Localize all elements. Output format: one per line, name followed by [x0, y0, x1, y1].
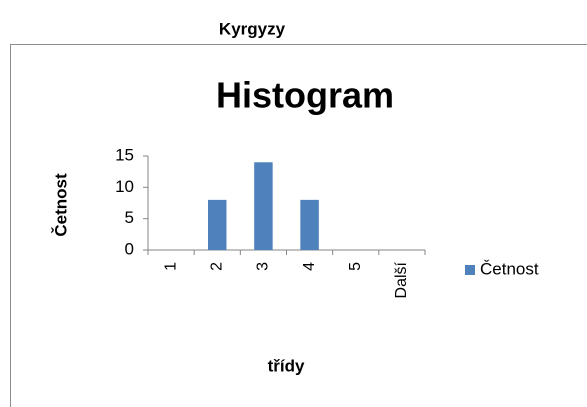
y-axis-label: Četnost: [51, 173, 70, 237]
x-tick-label: 2: [208, 262, 225, 271]
y-tick-label: 10: [115, 177, 134, 196]
y-tick-label: 0: [125, 239, 134, 258]
legend-swatch: [465, 265, 475, 275]
chart-frame: [10, 44, 587, 407]
y-tick-label: 5: [125, 208, 134, 227]
x-axis-label: třídy: [268, 356, 305, 375]
x-tick-label: 3: [255, 262, 272, 271]
x-tick-label: Další: [393, 261, 410, 298]
chart-title: Histogram: [216, 75, 394, 116]
legend-label: Četnost: [480, 259, 539, 278]
bar: [208, 199, 227, 250]
y-tick-label: 15: [115, 145, 134, 164]
x-tick-label: 1: [162, 262, 179, 271]
bar: [254, 162, 273, 250]
x-tick-label: 5: [347, 262, 364, 271]
sheet-title: Kyrgyzy: [219, 19, 286, 38]
bar: [300, 199, 319, 250]
x-tick-label: 4: [301, 262, 318, 271]
